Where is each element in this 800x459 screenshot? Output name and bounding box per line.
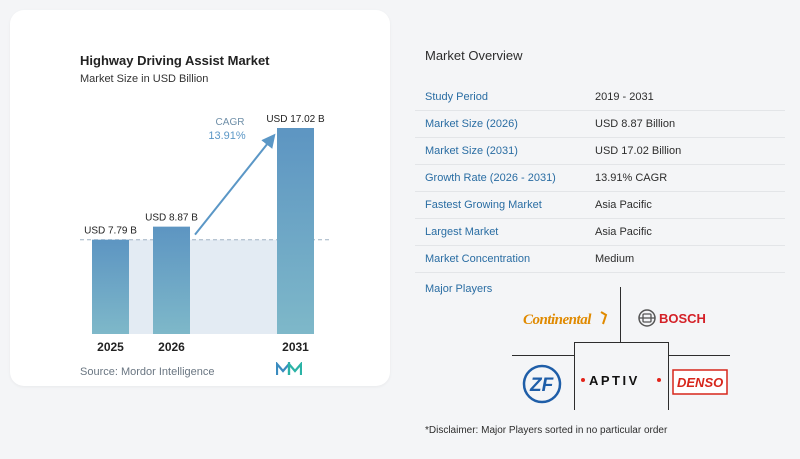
chart-subtitle: Market Size in USD Billion — [80, 73, 209, 85]
svg-text:Continental: Continental — [523, 312, 592, 328]
overview-label: Market Size (2031) — [425, 145, 518, 157]
cagr-arrow — [194, 133, 276, 236]
overview-value: Medium — [595, 253, 635, 265]
overview-label: Fastest Growing Market — [425, 199, 542, 211]
grid-divider — [620, 287, 621, 342]
overview-title: Market Overview — [425, 48, 523, 63]
denso-text: DENSO — [677, 375, 723, 390]
bar-value-label: USD 8.87 B — [145, 213, 198, 224]
overview-label: Market Concentration — [425, 253, 531, 265]
bar — [277, 128, 314, 334]
overview-value: 13.91% CAGR — [595, 172, 668, 184]
overview-label: Growth Rate (2026 - 2031) — [425, 172, 556, 184]
category-tick-label: 2025 — [97, 340, 124, 354]
category-tick-label: 2031 — [282, 340, 309, 354]
overview-value: 2019 - 2031 — [595, 91, 654, 103]
overview-row: Study Period 2019 - 2031 — [415, 84, 785, 111]
denso-logo-icon: DENSO — [672, 364, 728, 400]
overview-label: Study Period — [425, 91, 488, 103]
mordor-logo-icon — [276, 362, 302, 375]
aptiv-text: APTIV — [589, 373, 640, 388]
bosch-logo-icon: BOSCH — [636, 305, 716, 331]
bar — [92, 239, 129, 334]
bar-value-label: USD 7.79 B — [84, 226, 137, 237]
overview-value: USD 8.87 Billion — [595, 118, 676, 130]
cagr-label: CAGR — [216, 117, 245, 128]
grid-divider — [574, 342, 668, 343]
major-players-title: Major Players — [425, 283, 493, 295]
overview-row: Market Concentration Medium — [415, 246, 785, 273]
svg-text:BOSCH: BOSCH — [659, 311, 706, 326]
grid-divider — [668, 355, 730, 356]
overview-value: Asia Pacific — [595, 226, 652, 238]
overview-row: Fastest Growing Market Asia Pacific — [415, 192, 785, 219]
grid-divider — [512, 355, 574, 356]
grid-divider — [668, 342, 669, 410]
svg-text:ZF: ZF — [529, 375, 555, 396]
overview-row: Market Size (2026) USD 8.87 Billion — [415, 111, 785, 138]
bar-chart: USD 7.79 B 2025 USD 8.87 B 2026 USD 17.02 B 2… — [80, 114, 330, 354]
source-note: Source: Mordor Intelligence — [80, 366, 215, 378]
overview-value: Asia Pacific — [595, 199, 652, 211]
cagr-value: 13.91% — [208, 130, 246, 142]
overview-label: Largest Market — [425, 226, 499, 238]
grid-divider — [574, 342, 575, 410]
disclaimer: *Disclaimer: Major Players sorted in no … — [425, 425, 668, 436]
overview-row: Largest Market Asia Pacific — [415, 219, 785, 246]
overview-label: Market Size (2026) — [425, 118, 518, 130]
bar-value-label: USD 17.02 B — [266, 114, 325, 125]
bar — [153, 226, 190, 334]
overview-value: USD 17.02 Billion — [595, 145, 682, 157]
category-tick-label: 2026 — [158, 340, 185, 354]
overview-row: Growth Rate (2026 - 2031) 13.91% CAGR — [415, 165, 785, 192]
continental-logo-icon: Continental — [520, 305, 610, 331]
chart-title: Highway Driving Assist Market — [80, 53, 270, 68]
overview-row: Market Size (2031) USD 17.02 Billion — [415, 138, 785, 165]
zf-logo-icon: ZF — [514, 362, 570, 406]
aptiv-logo-icon: APTIV — [578, 362, 664, 398]
